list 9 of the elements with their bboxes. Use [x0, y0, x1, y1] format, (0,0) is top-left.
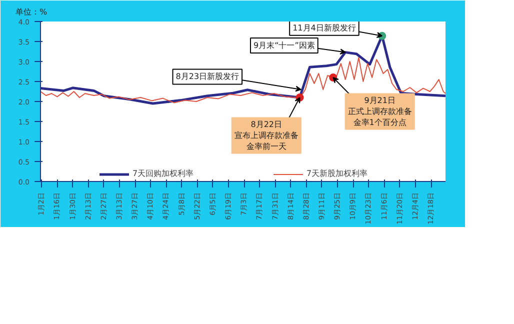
- annotation: 9月末“十一”因素: [253, 41, 315, 50]
- legend-label: 7天新股加权利率: [306, 168, 369, 179]
- y-axis-title: 单位：%: [16, 8, 48, 16]
- annotation: 8月22日宣布上调存款准备金率前一天: [234, 120, 298, 151]
- line-series: [40, 57, 446, 104]
- annotation: 8月23日新股发行: [176, 72, 240, 82]
- annotation: 11月4日新股发行: [292, 23, 356, 32]
- legend-label: 7天回购加权利率: [132, 168, 195, 179]
- annotation: 9月21日正式上调存款准备金率1个百分点: [348, 96, 412, 127]
